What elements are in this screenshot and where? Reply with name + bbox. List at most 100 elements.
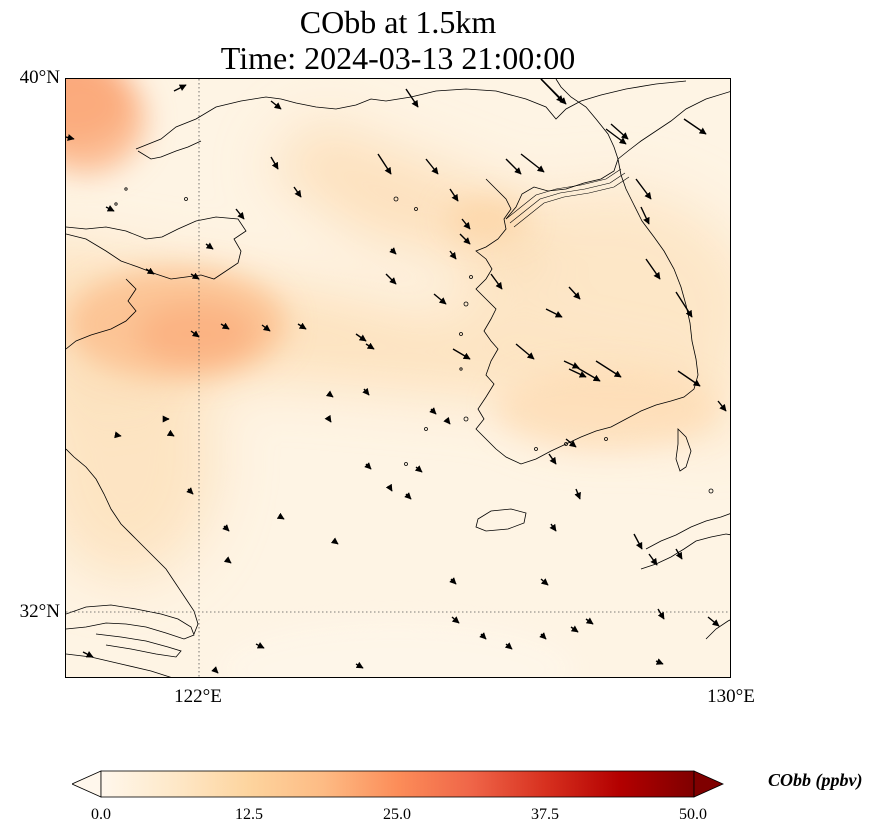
wind-arrow	[270, 100, 282, 110]
wind-arrow	[568, 286, 581, 300]
wind-arrow	[655, 658, 664, 665]
wind-arrow	[66, 134, 75, 141]
wind-arrow	[190, 330, 200, 338]
wind-arrow	[82, 651, 94, 658]
colorbar-tick-2: 25.0	[383, 806, 411, 823]
wind-arrow	[166, 429, 175, 437]
wind-arrow	[633, 533, 643, 550]
wind-arrow	[276, 512, 285, 520]
lat-tick-32n: 32°N	[19, 601, 60, 622]
wind-arrow	[449, 250, 457, 260]
wind-arrow	[330, 537, 339, 545]
wind-arrow	[385, 483, 393, 492]
wind-arrow	[640, 206, 650, 225]
wind-arrow	[429, 407, 437, 415]
wind-arrow	[548, 453, 557, 465]
wind-arrow	[293, 186, 302, 198]
wind-arrow	[645, 258, 661, 280]
wind-arrow	[365, 342, 375, 350]
gridlines	[66, 79, 730, 677]
wind-arrow	[575, 366, 601, 382]
wind-arrow	[255, 642, 265, 649]
wind-arrow	[540, 578, 549, 586]
wind-arrow	[362, 387, 370, 396]
wind-arrow	[324, 414, 332, 423]
wind-arrow	[707, 616, 720, 627]
wind-arrow	[105, 205, 115, 212]
wind-arrow	[414, 465, 423, 473]
wind-arrow	[443, 416, 451, 425]
wind-arrow	[585, 617, 594, 625]
wind-arrow	[425, 158, 439, 175]
concentration-field	[66, 79, 730, 677]
wind-arrow	[364, 462, 372, 470]
coastlines	[66, 79, 730, 677]
map-title-line1: CObb at 1.5km	[299, 4, 497, 40]
colorbar-tick-0: 0.0	[91, 806, 111, 823]
wind-arrow	[479, 632, 487, 640]
wind-arrow	[404, 492, 412, 500]
wind-vectors	[66, 79, 727, 674]
wind-arrow	[449, 188, 459, 202]
lat-tick-40n: 40°N	[19, 67, 60, 88]
wind-arrow	[270, 156, 279, 170]
wind-arrow	[186, 487, 194, 495]
wind-arrow	[223, 556, 232, 564]
colorbar	[71, 770, 724, 798]
wind-arrow	[377, 153, 392, 175]
wind-arrow	[261, 324, 271, 332]
wind-arrow	[675, 548, 683, 560]
wind-arrow	[449, 577, 457, 585]
wind-arrow	[540, 79, 564, 103]
map-title-line2: Time: 2024-03-13 21:00:00	[220, 40, 576, 76]
wind-arrow	[515, 343, 535, 360]
wind-arrow	[539, 632, 547, 640]
wind-arrow	[545, 308, 563, 318]
wind-arrow	[520, 153, 545, 173]
wind-arrow	[675, 291, 693, 318]
map-canvas	[66, 79, 730, 677]
wind-arrow	[173, 84, 187, 92]
wind-arrow	[610, 123, 629, 140]
wind-arrow	[451, 616, 460, 624]
wind-arrow	[433, 293, 447, 305]
colorbar-tick-1: 12.5	[235, 806, 263, 823]
wind-arrow	[648, 553, 658, 566]
wind-arrow	[595, 360, 622, 378]
wind-arrow	[549, 523, 557, 532]
wind-arrow	[677, 370, 701, 387]
wind-arrow	[235, 208, 245, 220]
wind-arrow	[504, 642, 513, 650]
wind-arrow	[452, 348, 471, 360]
wind-arrow	[355, 661, 364, 669]
wind-arrow	[190, 272, 200, 280]
colorbar-min-extend	[71, 770, 102, 798]
wind-arrow	[657, 608, 665, 620]
wind-arrow	[605, 128, 627, 145]
wind-arrow	[205, 242, 214, 250]
lon-tick-122e: 122°E	[174, 686, 222, 707]
wind-arrow	[222, 524, 230, 532]
colorbar-gradient	[100, 770, 695, 798]
colorbar-label: CObb (ppbv)	[768, 770, 863, 790]
wind-arrow	[717, 400, 727, 412]
map-panel	[65, 78, 731, 678]
wind-arrow	[114, 431, 122, 439]
wind-arrow	[355, 333, 367, 342]
wind-arrow	[405, 88, 419, 108]
wind-arrow	[385, 273, 397, 285]
wind-arrow	[574, 488, 581, 500]
wind-arrow	[325, 390, 334, 398]
wind-arrow	[490, 273, 503, 290]
wind-arrow	[683, 118, 707, 135]
wind-arrow	[565, 438, 577, 448]
wind-arrow	[570, 625, 579, 633]
wind-arrow	[220, 322, 230, 330]
colorbar-tick-3: 37.5	[531, 806, 559, 823]
wind-arrow	[211, 666, 219, 674]
wind-arrow	[635, 178, 652, 200]
wind-arrow	[461, 218, 471, 230]
wind-arrow	[459, 233, 471, 245]
wind-arrow	[145, 267, 155, 275]
wind-arrow	[297, 322, 307, 330]
